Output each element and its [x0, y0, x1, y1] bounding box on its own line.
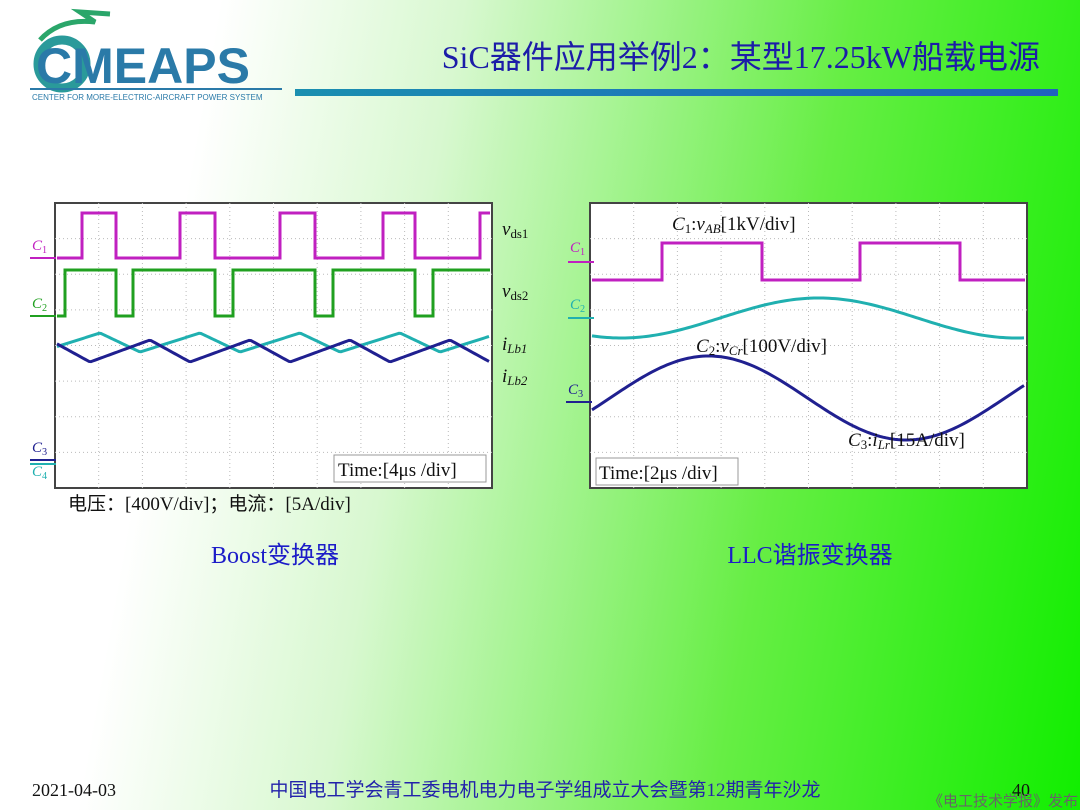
ch: C [568, 382, 579, 398]
trace-label: C3:iLr[15A/div] [848, 430, 965, 452]
source-watermark: 《电工技术学报》发布 [928, 792, 1078, 810]
sep: : [691, 214, 696, 235]
logo-text: CMEAPS [36, 38, 250, 94]
ch: C [32, 296, 43, 312]
footer-date: 2021-04-03 [32, 780, 116, 800]
var-sub: ds1 [510, 226, 528, 241]
ch-sub: 4 [42, 471, 47, 482]
ch: C [570, 297, 581, 313]
panel-caption: LLC谐振变换器 [727, 542, 892, 569]
time-label: Time:[2μs /div] [599, 463, 718, 484]
var: v [502, 281, 511, 302]
var: i [502, 334, 507, 355]
trace-label: C2:vCr[100V/div] [696, 336, 827, 358]
channel-marker: C1 [32, 238, 47, 256]
waveform [591, 296, 1025, 340]
ch-sub: 3 [578, 389, 583, 400]
channel-marker: C2 [570, 297, 585, 315]
page-number: 40 [1012, 780, 1030, 800]
trace-label: vds1 [502, 219, 528, 241]
var-sub: ds2 [510, 288, 528, 303]
sep: : [867, 430, 872, 451]
footer-event: 中国电工学会青工委电机电力电子学组成立大会暨第12期青年沙龙 [269, 779, 820, 801]
var: v [502, 219, 511, 240]
var-sub: AB [704, 221, 721, 236]
ch-sub: 3 [42, 447, 47, 458]
trace-label: C1:vAB[1kV/div] [672, 214, 796, 236]
title-bar [295, 89, 1058, 96]
time-label: Time:[4μs /div] [338, 460, 457, 481]
waveform [592, 241, 1025, 282]
channel-marker: C4 [32, 464, 47, 482]
ch-sub: 1 [685, 221, 691, 236]
ch: C [848, 430, 861, 451]
scale: [15A/div] [890, 430, 965, 451]
trace-label: vds2 [502, 281, 528, 303]
channel-marker: C2 [32, 296, 47, 314]
var: v [720, 336, 729, 357]
waveform [591, 354, 1025, 442]
waveform [57, 211, 490, 260]
scale: [100V/div] [743, 336, 827, 357]
logo: CMEAPS CENTER FOR MORE-ELECTRIC-AIRCRAFT… [30, 8, 282, 102]
ch-sub: 1 [42, 245, 47, 256]
waveform [56, 338, 490, 364]
trace-label: iLb2 [502, 366, 528, 388]
var-sub: Lb2 [506, 373, 528, 388]
panel-caption: Boost变换器 [211, 542, 339, 569]
ch-sub: 3 [861, 437, 867, 452]
waveform [57, 268, 490, 318]
channel-marker: C3 [32, 440, 47, 458]
var-sub: Cr [729, 343, 744, 358]
time-box [333, 454, 487, 483]
ch-sub: 2 [42, 303, 47, 314]
ch: C [32, 464, 43, 480]
slide-title: SiC器件应用举例2：某型17.25kW船载电源 [442, 39, 1040, 75]
ch-sub: 2 [709, 343, 715, 358]
var-sub: Lb1 [506, 341, 527, 356]
scale-note: 电压：[400V/div]；电流：[5A/div] [68, 493, 351, 515]
ch-sub: 1 [580, 247, 585, 258]
ch: C [696, 336, 709, 357]
var: i [872, 430, 877, 451]
var-sub: Lr [877, 437, 891, 452]
channel-marker: C3 [568, 382, 583, 400]
time-box [595, 457, 739, 486]
ch: C [32, 440, 43, 456]
logo-subtitle: CENTER FOR MORE-ELECTRIC-AIRCRAFT POWER … [32, 93, 263, 102]
ch: C [570, 240, 581, 256]
trace-label: iLb1 [502, 334, 527, 356]
var: v [696, 214, 705, 235]
sep: : [715, 336, 720, 357]
var: i [502, 366, 507, 387]
ch: C [32, 238, 43, 254]
scale: [1kV/div] [721, 214, 796, 235]
ch: C [672, 214, 685, 235]
ch-sub: 2 [580, 304, 585, 315]
channel-marker: C1 [570, 240, 585, 258]
